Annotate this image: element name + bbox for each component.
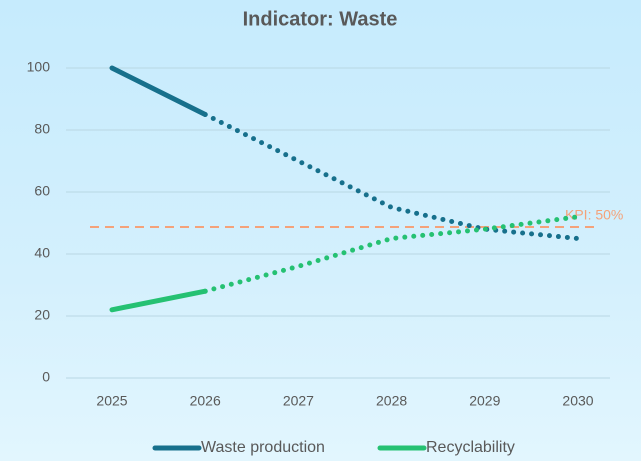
chart-title: Indicator: Waste [243, 8, 398, 30]
x-tick-label: 2026 [190, 393, 221, 409]
x-tick-label: 2029 [469, 393, 500, 409]
x-tick-label: 2028 [376, 393, 407, 409]
legend-label: Recyclability [426, 439, 515, 456]
line-forecast [202, 112, 581, 241]
y-tick-label: 100 [27, 59, 51, 75]
x-tick-label: 2030 [562, 393, 593, 409]
y-tick-label: 0 [42, 369, 50, 385]
legend-label: Waste production [201, 439, 325, 456]
x-tick-label: 2025 [96, 393, 127, 409]
y-tick-label: 60 [34, 183, 50, 199]
y-tick-label: 20 [34, 307, 50, 323]
kpi-label: KPI: 50% [565, 207, 623, 223]
x-tick-label: 2027 [283, 393, 314, 409]
line-actual [109, 65, 208, 117]
y-tick-label: 40 [34, 245, 50, 261]
line-forecast [202, 214, 581, 294]
y-tick-label: 80 [34, 121, 50, 137]
line-actual [109, 288, 208, 313]
